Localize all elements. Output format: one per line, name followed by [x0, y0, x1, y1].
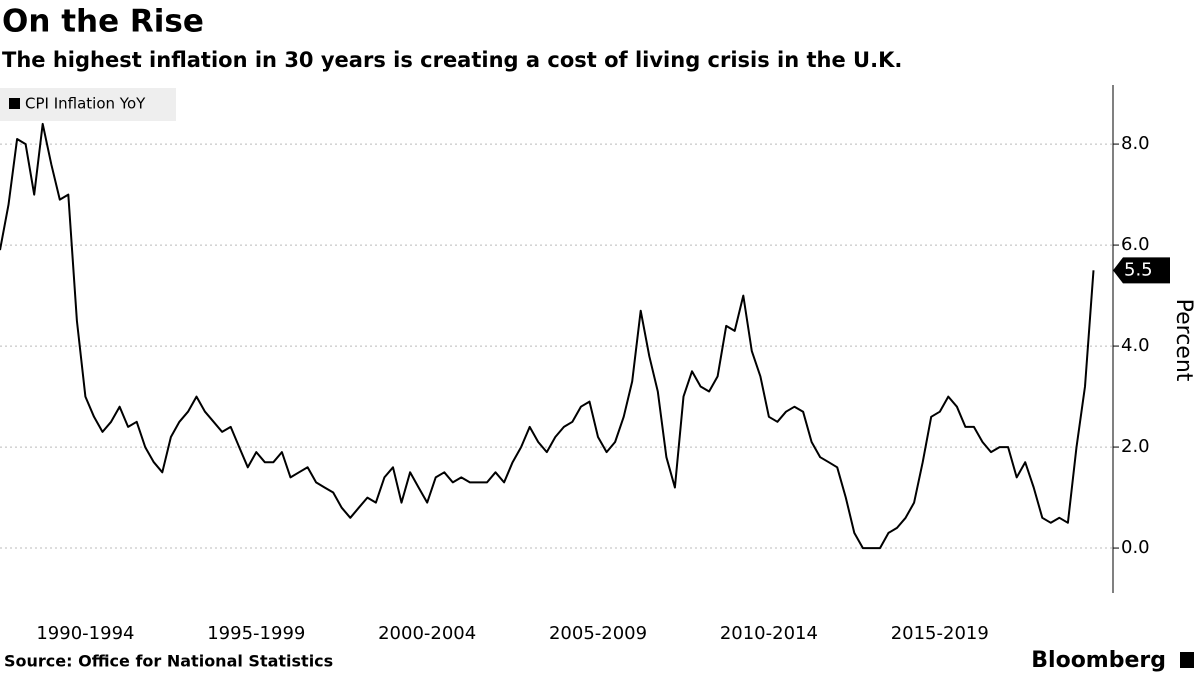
x-tick-label: 2005-2009	[549, 623, 647, 644]
source: Source: Office for National Statistics	[4, 652, 333, 671]
x-tick-label: 1995-1999	[207, 623, 305, 644]
x-tick-label: 2010-2014	[720, 623, 818, 644]
brand: Bloomberg	[1031, 648, 1166, 673]
y-axis-label: Percent	[1171, 299, 1196, 382]
legend-box	[0, 88, 176, 121]
x-tick-label: 2000-2004	[378, 623, 476, 644]
last-value-tag	[1113, 257, 1170, 284]
x-tick-label: 1990-1994	[36, 623, 134, 644]
legend-swatch	[9, 98, 20, 109]
y-tick-label: 0.0	[1121, 537, 1150, 558]
chart-subtitle: The highest inflation in 30 years is cre…	[2, 48, 902, 72]
y-tick-label: 4.0	[1121, 335, 1150, 356]
y-tick-label: 6.0	[1121, 234, 1150, 255]
y-tick-label: 8.0	[1121, 133, 1150, 154]
chart-title: On the Rise	[2, 4, 204, 40]
legend-label: CPI Inflation YoY	[25, 95, 146, 113]
line	[0, 122, 1095, 550]
x-tick-label: 2015-2019	[891, 623, 989, 644]
y-tick-label: 2.0	[1121, 436, 1150, 457]
brand-icon	[1180, 652, 1194, 668]
last-value-label: 5.5	[1124, 259, 1153, 280]
